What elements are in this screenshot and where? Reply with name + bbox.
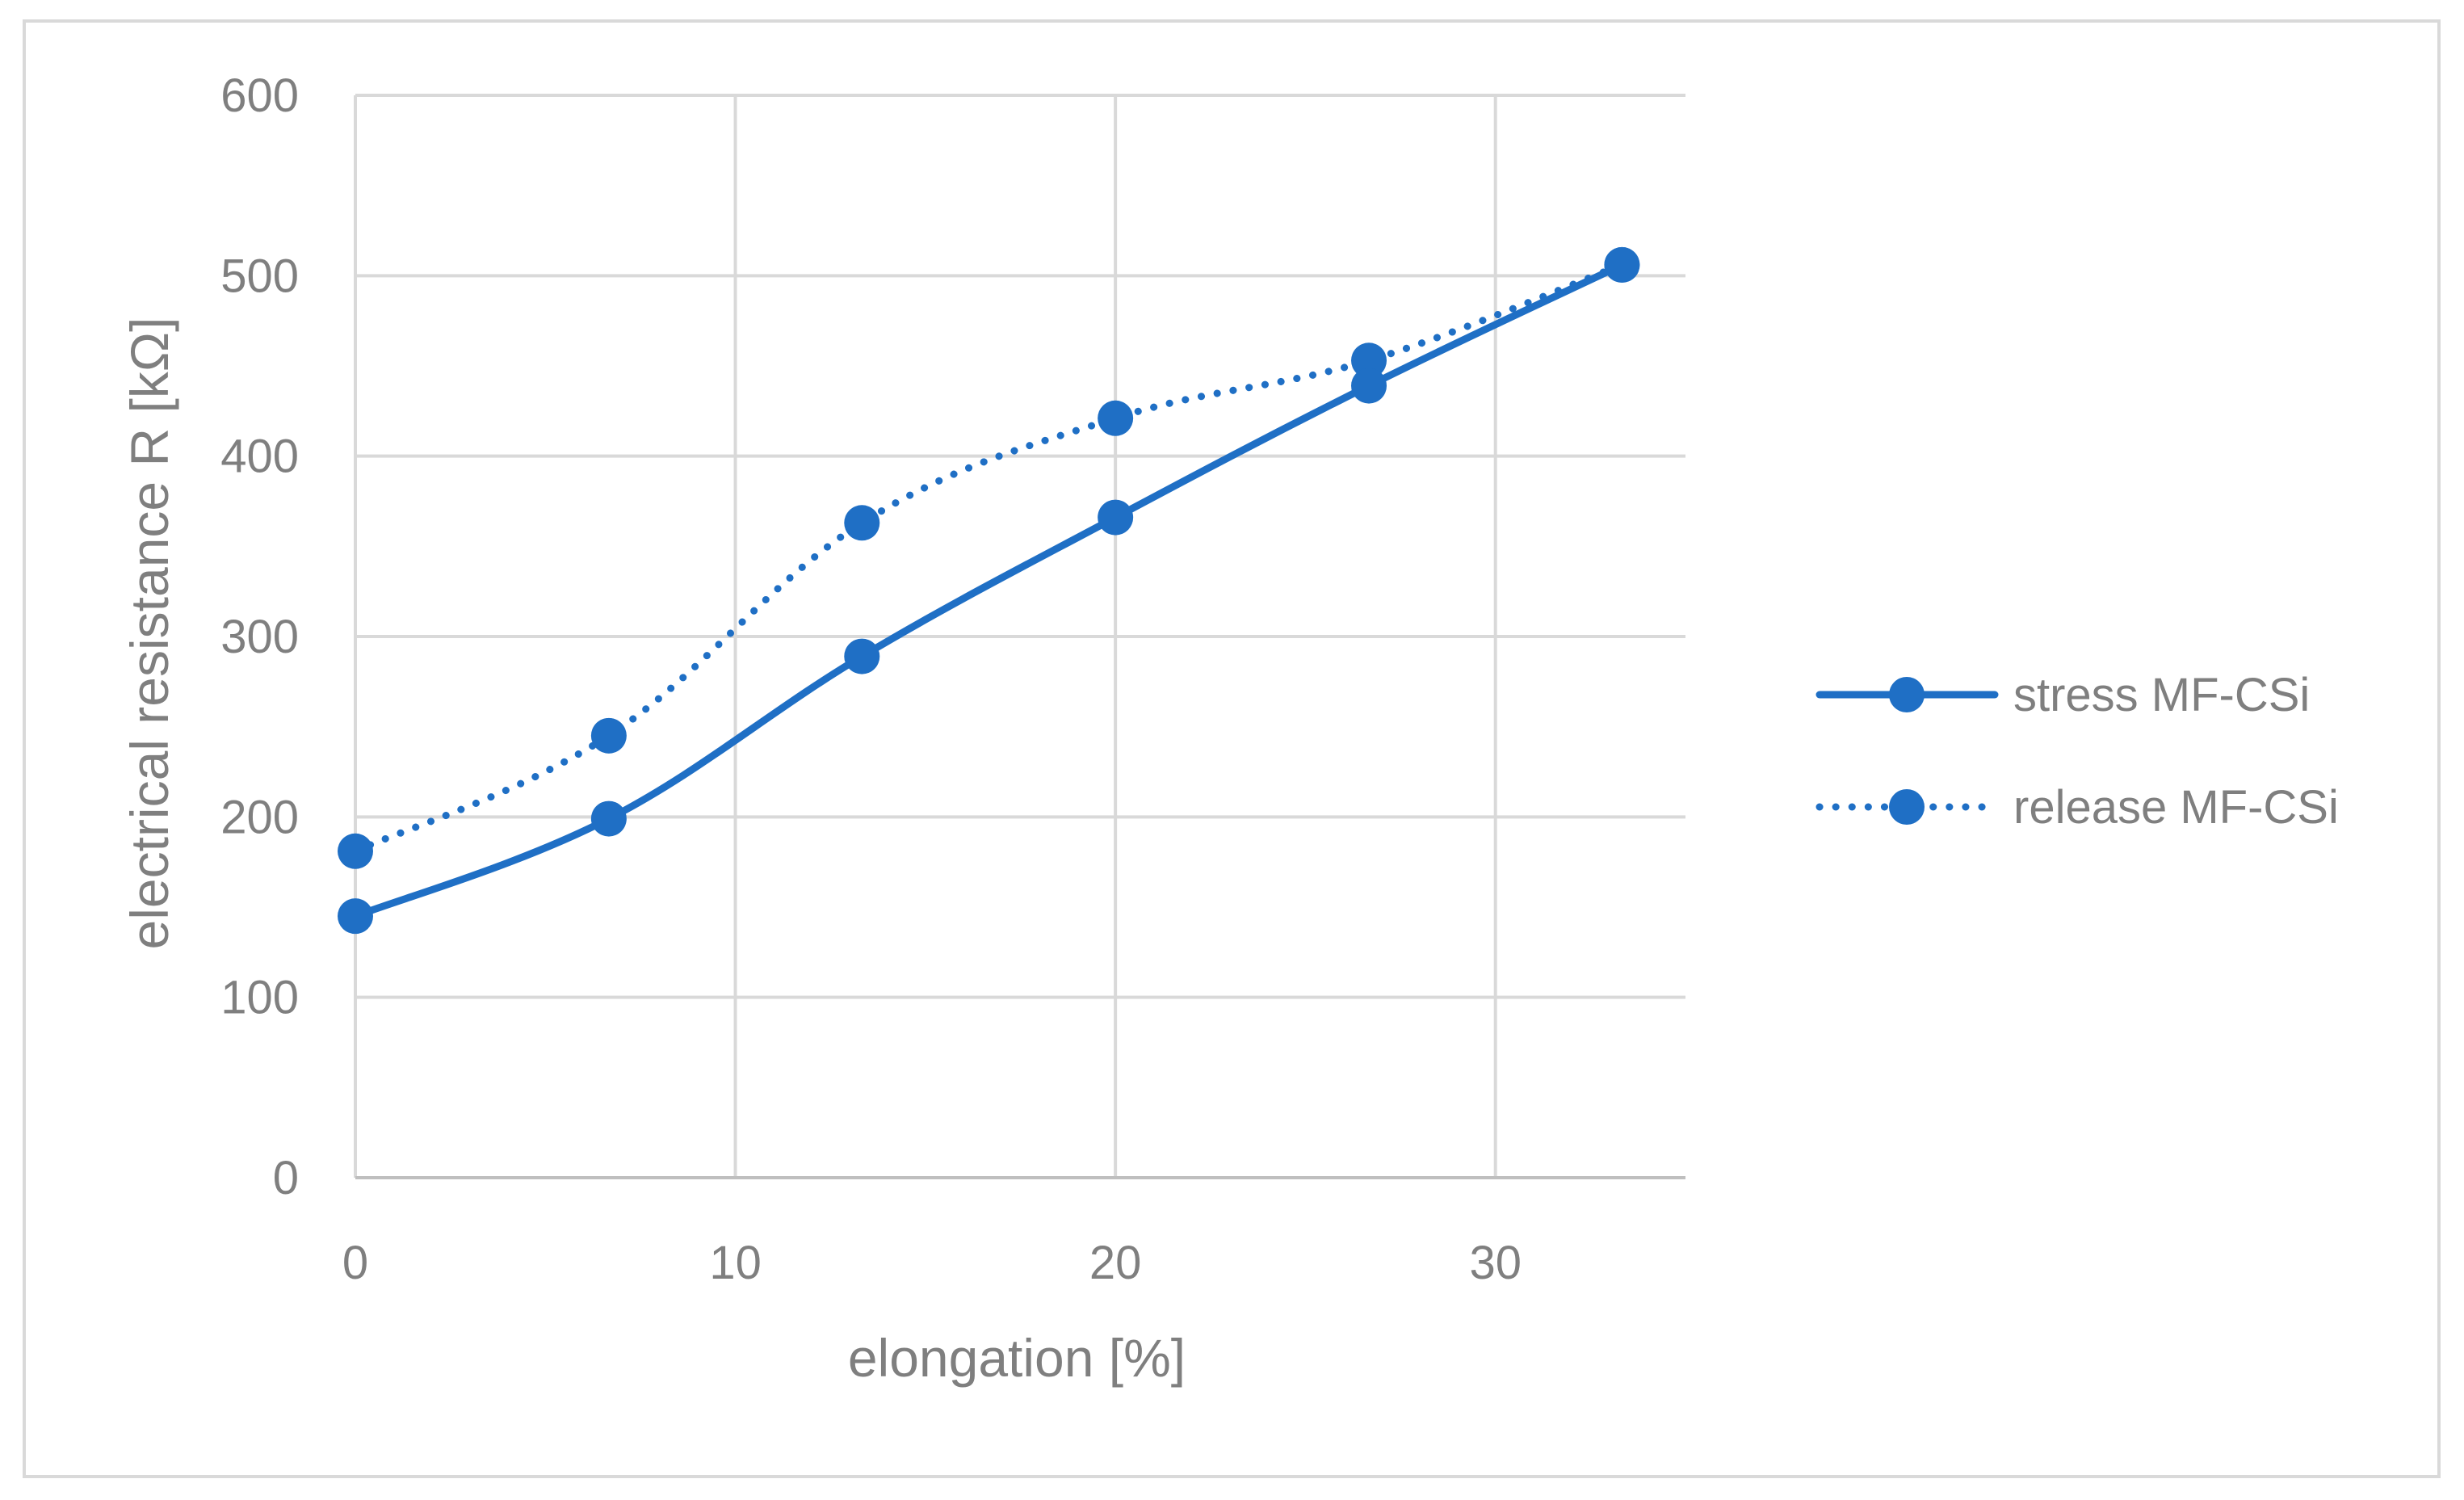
series-layer [338,246,1640,935]
y-tick-label: 200 [220,791,299,843]
x-tick-label: 20 [1089,1237,1142,1289]
x-axis-title: elongation [%] [848,1328,1186,1388]
legend-marker-release [1889,789,1925,825]
gridlines [354,94,1685,1178]
series-line-release [351,261,1626,855]
data-point-release [590,717,627,754]
data-point-stress [338,898,373,935]
y-tick-label: 400 [220,431,299,483]
data-point-stress [844,638,880,674]
series-stress [338,246,1640,935]
legend-item-release: release MF-CSi [1815,781,2339,834]
data-point-release [338,833,373,869]
tick-labels: 0 100 200 300 400 500 600 0 10 20 30 [220,69,1522,1289]
y-tick-label: 500 [220,250,299,302]
y-tick-label: 100 [220,972,299,1024]
y-tick-label: 0 [273,1152,299,1204]
legend-label-stress: stress MF-CSi [2013,669,2310,721]
data-point-release [1098,400,1134,436]
data-point-stress [1351,368,1387,404]
data-point-stress [1604,246,1640,283]
x-tick-label: 0 [342,1237,368,1289]
data-point-release [844,505,880,541]
legend-label-release: release MF-CSi [2013,781,2339,834]
y-tick-label: 600 [220,69,299,122]
data-point-stress [590,800,627,837]
y-axis-title: electrical resistance R [kΩ] [120,317,179,950]
series-release [338,246,1640,869]
legend-item-stress: stress MF-CSi [1815,669,2310,721]
y-tick-label: 300 [220,611,299,663]
data-point-stress [1098,499,1134,536]
chart-frame [23,19,2441,1478]
legend: stress MF-CSi release MF-CSi [1815,669,2339,834]
series-line-stress [351,261,1626,920]
x-tick-label: 10 [709,1237,762,1289]
x-tick-label: 30 [1469,1237,1522,1289]
legend-marker-stress [1889,677,1925,712]
data-point-release [1351,342,1387,379]
